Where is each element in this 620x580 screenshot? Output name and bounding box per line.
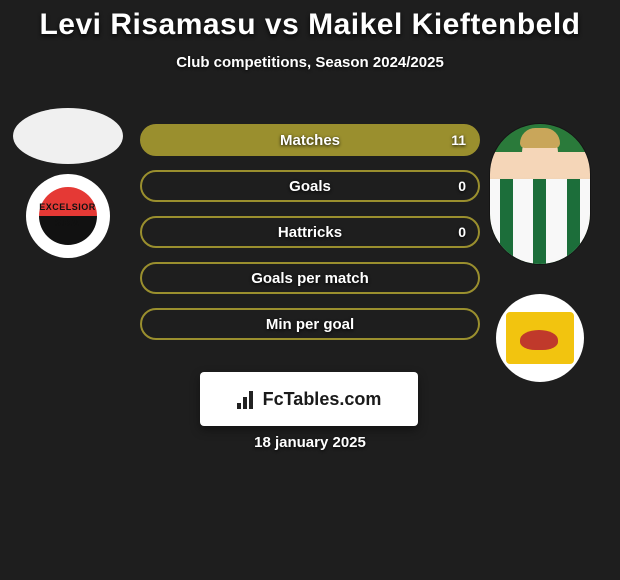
fctables-logo: FcTables.com xyxy=(200,372,418,426)
stat-label: Min per goal xyxy=(266,316,354,333)
stat-label: Goals per match xyxy=(251,270,369,287)
stat-label: Matches xyxy=(280,132,340,149)
left-column: S.B.V. EXCELSIOR xyxy=(10,108,125,258)
stat-right-value: 11 xyxy=(451,132,466,148)
stats-list: Matches 11 Goals 0 Hattricks 0 Goals per match… xyxy=(140,124,480,340)
bar-chart-icon xyxy=(237,389,257,409)
stat-row: Matches 11 xyxy=(140,124,480,156)
club-left-bottom: EXCELSIOR xyxy=(26,202,110,212)
subtitle: Club competitions, Season 2024/2025 xyxy=(0,54,620,71)
club-left-badge: S.B.V. EXCELSIOR xyxy=(26,174,110,258)
right-column xyxy=(490,124,590,382)
date-text: 18 january 2025 xyxy=(0,434,620,451)
club-left-top: S.B.V. xyxy=(26,218,110,228)
page-title: Levi Risamasu vs Maikel Kieftenbeld xyxy=(0,0,620,42)
stat-row: Min per goal xyxy=(140,308,480,340)
stat-row: Hattricks 0 xyxy=(140,216,480,248)
player-left-placeholder xyxy=(13,108,123,164)
logo-text: FcTables.com xyxy=(263,389,382,410)
stat-row: Goals 0 xyxy=(140,170,480,202)
stat-right-value: 0 xyxy=(458,178,466,194)
player-right-jersey xyxy=(490,179,590,264)
player-right-photo xyxy=(490,124,590,264)
club-right-badge xyxy=(496,294,584,382)
stat-label: Goals xyxy=(289,178,331,195)
stat-row: Goals per match xyxy=(140,262,480,294)
stat-label: Hattricks xyxy=(278,224,342,241)
stat-right-value: 0 xyxy=(458,224,466,240)
